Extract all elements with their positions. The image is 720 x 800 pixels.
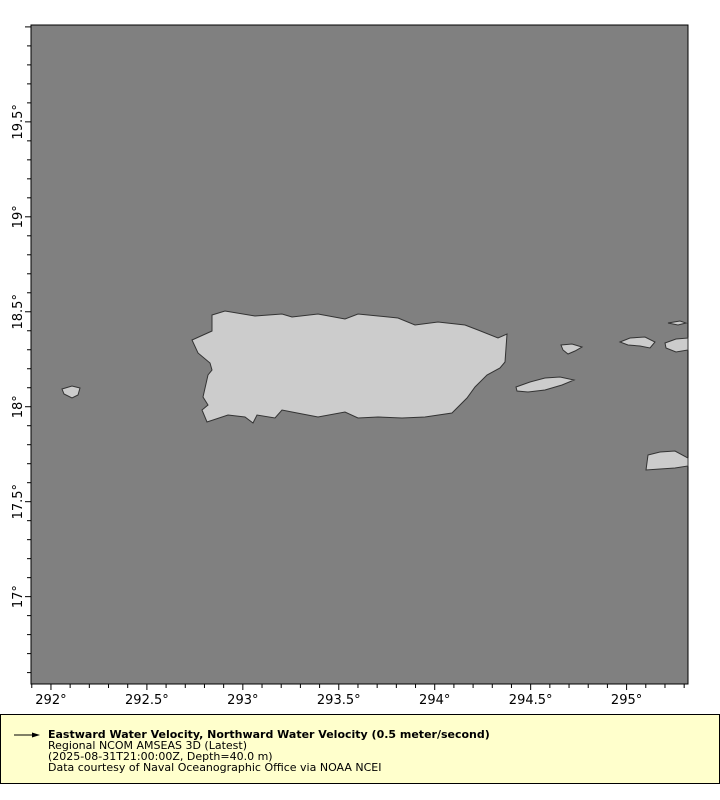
st-john — [664, 337, 689, 353]
map-plot: 292° 292.5° 293° 293.5° 294° 294.5° 295° 17°17… — [11, 24, 689, 708]
x-axis: 292° 292.5° 293° 293.5° 294° 294.5° 295° — [31, 684, 685, 708]
y-tick-label: 19.5° — [11, 104, 26, 139]
y-axis: 17° 17.5° 18° 18.5° 19° 19.5° — [11, 26, 31, 674]
culebra — [560, 343, 584, 355]
y-tick-label: 19° — [11, 205, 26, 228]
legend-dataset: Regional NCOM AMSEAS 3D (Latest) — [48, 739, 247, 752]
puerto-rico — [191, 310, 508, 424]
x-tick-label: 293° — [227, 693, 258, 708]
legend-constraints: (2025-08-31T21:00:00Z, Depth=40.0 m) — [48, 750, 273, 763]
st-thomas — [618, 336, 656, 349]
y-tick-label: 17.5° — [11, 484, 26, 519]
land-masses — [61, 310, 689, 471]
legend-title: Eastward Water Velocity, Northward Water… — [48, 728, 490, 741]
y-tick-label: 17° — [11, 585, 26, 608]
x-tick-label: 294° — [419, 693, 450, 708]
x-tick-label: 292.5° — [125, 693, 169, 708]
y-tick-label: 18.5° — [11, 294, 26, 329]
tortola — [667, 320, 688, 326]
vector-arrow-icon — [14, 732, 40, 738]
y-tick-label: 18° — [11, 395, 26, 418]
x-tick-label: 293.5° — [317, 693, 361, 708]
x-tick-label: 295° — [611, 693, 642, 708]
x-tick-label: 294.5° — [509, 693, 553, 708]
legend-credit: Data courtesy of Naval Oceanographic Off… — [48, 761, 382, 774]
x-tick-label: 292° — [35, 693, 66, 708]
mona-island — [61, 385, 81, 399]
st-croix — [645, 450, 689, 471]
vieques — [515, 376, 576, 393]
legend-box: Eastward Water Velocity, Northward Water… — [0, 714, 720, 784]
